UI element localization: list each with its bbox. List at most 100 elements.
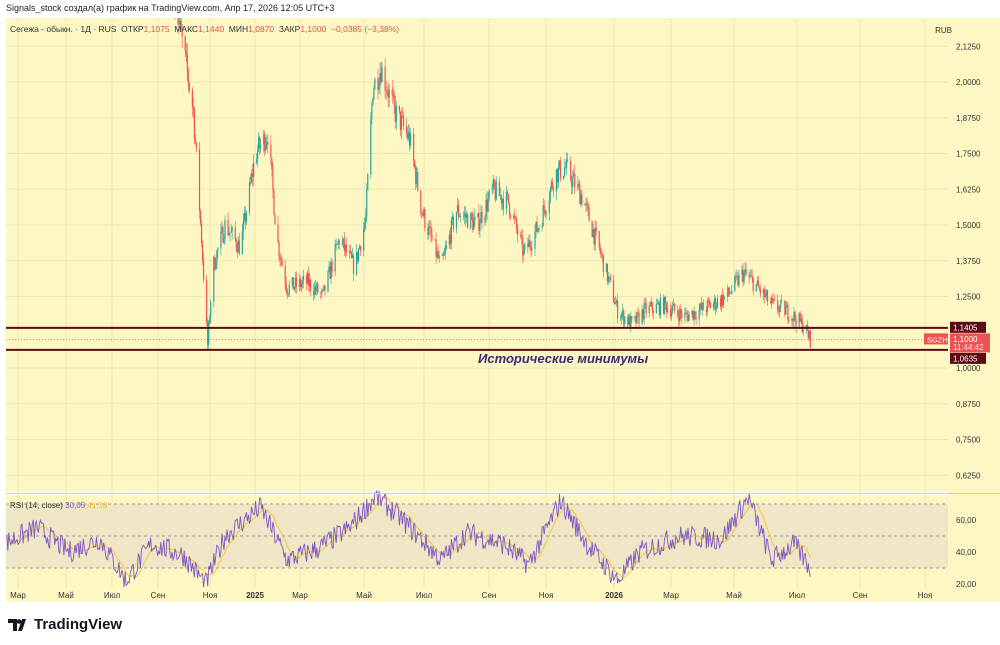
candle-body (378, 85, 380, 90)
candle-body (273, 189, 275, 215)
candle-body (715, 306, 718, 310)
candle-body (367, 174, 369, 191)
time-axis[interactable] (6, 588, 948, 602)
candle-body (248, 182, 251, 213)
high-value: 1,1440 (198, 24, 225, 34)
candle-body (685, 312, 687, 314)
candle-body (243, 212, 245, 221)
candle-body (692, 310, 694, 320)
candle-body (752, 277, 754, 292)
time-tick-label: Май (356, 591, 372, 600)
candle-body (337, 240, 339, 245)
candle-body (541, 226, 543, 228)
price-chart[interactable]: Мар Май Июл Сен Ноя 2025 Мар Май Июл Сен Ноя 2026 Ма… (0, 16, 1000, 606)
candle-body (352, 255, 355, 275)
candle-body (334, 244, 336, 272)
candle-body (649, 305, 651, 307)
candle-body (602, 254, 604, 273)
candle-body (365, 216, 367, 224)
candle-body (384, 66, 386, 91)
candle-body (388, 89, 390, 98)
candle-body (786, 304, 788, 308)
candle-body (210, 301, 212, 319)
candle-body (548, 200, 550, 213)
candle-body (313, 290, 315, 296)
candle-body (674, 303, 676, 311)
candle-body (585, 202, 587, 206)
candle-body (784, 301, 786, 315)
candle-body (774, 299, 776, 301)
candle-body (622, 310, 624, 315)
candle-body (192, 106, 194, 110)
candle-body (707, 300, 709, 302)
candle-body (402, 116, 405, 127)
candle-body (322, 289, 324, 291)
candle-body (523, 249, 525, 256)
candle-body (221, 227, 223, 232)
candle-body (422, 213, 424, 216)
candle-body (729, 293, 731, 294)
candle-body (666, 308, 669, 313)
candle-body (527, 243, 529, 248)
candle-body (415, 167, 417, 185)
candle-body (188, 82, 190, 91)
candle-body (314, 286, 316, 296)
candle-body (355, 251, 358, 275)
time-tick-label: Сен (853, 591, 868, 600)
candle-body (809, 330, 811, 347)
candle-body (609, 276, 612, 280)
candle-body (573, 173, 575, 177)
candle-body (758, 286, 760, 289)
price-axis[interactable] (948, 18, 1000, 602)
candle-body (564, 167, 567, 169)
candle-body (302, 276, 305, 281)
candle-body (217, 248, 219, 251)
candle-body (315, 286, 317, 291)
candle-body (792, 318, 794, 321)
candle-body (279, 256, 281, 260)
candle-body (562, 176, 565, 179)
currency-label[interactable]: RUB (935, 26, 952, 35)
candle-body (258, 137, 260, 151)
candle-body (723, 296, 725, 306)
candle-body (588, 207, 590, 222)
candle-body (566, 159, 568, 168)
candle-body (592, 229, 594, 237)
candle-body (320, 292, 322, 294)
candle-body (421, 212, 423, 214)
candle-body (416, 172, 418, 185)
candle-body (751, 275, 753, 278)
candle-body (351, 255, 354, 258)
candle-body (498, 181, 500, 196)
candle-body (641, 309, 643, 324)
tradingview-logo[interactable]: TradingView (8, 616, 122, 633)
time-tick-label: Ноя (539, 591, 554, 600)
candle-body (757, 280, 759, 287)
candle-body (263, 133, 265, 145)
price-tick-label: 2,0000 (956, 78, 981, 87)
candle-body (194, 138, 197, 143)
candle-body (555, 169, 558, 192)
candle-body (494, 187, 496, 200)
candle-body (406, 132, 409, 139)
candle-body (409, 134, 412, 146)
candle-body (348, 251, 351, 253)
candle-body (551, 181, 553, 188)
candle-body (392, 94, 394, 96)
candle-body (374, 78, 376, 90)
candle-body (356, 251, 359, 261)
candle-body (444, 248, 446, 253)
candle-body (298, 278, 301, 287)
candle-body (372, 98, 374, 106)
candle-body (686, 312, 688, 316)
price-tick-label: 0,8750 (956, 400, 981, 409)
candle-body (294, 277, 296, 288)
candle-body (716, 298, 719, 307)
candle-body (229, 232, 231, 234)
open-value: 1,1075 (143, 24, 170, 34)
candle-body (552, 187, 554, 192)
candle-body (743, 272, 745, 282)
candle-body (272, 169, 274, 190)
candle-body (695, 317, 697, 320)
rsi-tick-label: 60,00 (956, 516, 977, 525)
